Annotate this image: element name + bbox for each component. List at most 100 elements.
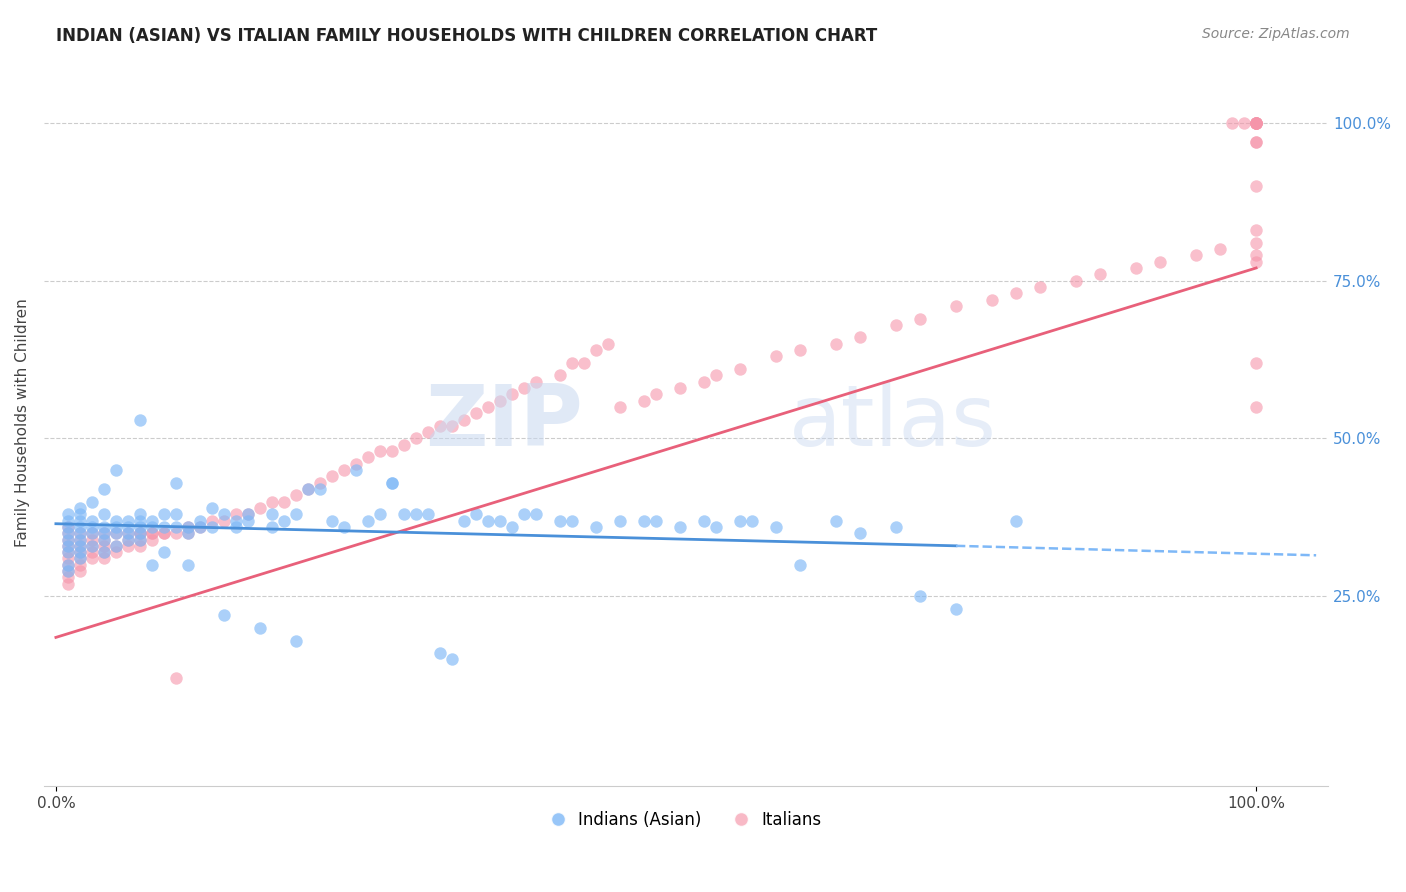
Point	[104, 545, 127, 559]
Point	[561, 514, 583, 528]
Point	[477, 400, 499, 414]
Point	[501, 520, 523, 534]
Point	[368, 444, 391, 458]
Point	[741, 514, 763, 528]
Point	[69, 526, 91, 541]
Point	[129, 508, 152, 522]
Point	[69, 558, 91, 572]
Point	[669, 381, 692, 395]
Point	[104, 539, 127, 553]
Point	[165, 526, 187, 541]
Point	[1244, 116, 1267, 130]
Point	[321, 469, 343, 483]
Point	[357, 514, 380, 528]
Point	[80, 533, 103, 547]
Point	[1088, 268, 1111, 282]
Point	[884, 318, 907, 332]
Point	[405, 432, 427, 446]
Point	[56, 508, 79, 522]
Point	[153, 526, 176, 541]
Point	[344, 463, 367, 477]
Point	[69, 508, 91, 522]
Point	[177, 520, 200, 534]
Point	[56, 558, 79, 572]
Point	[80, 520, 103, 534]
Point	[225, 520, 247, 534]
Text: atlas: atlas	[789, 381, 997, 464]
Point	[825, 514, 848, 528]
Point	[56, 539, 79, 553]
Point	[1244, 254, 1267, 268]
Point	[693, 375, 716, 389]
Point	[212, 608, 235, 623]
Point	[165, 475, 187, 490]
Point	[56, 545, 79, 559]
Point	[548, 368, 571, 383]
Point	[704, 520, 727, 534]
Point	[440, 652, 463, 666]
Point	[1244, 223, 1267, 237]
Point	[141, 520, 163, 534]
Point	[69, 533, 91, 547]
Point	[440, 418, 463, 433]
Point	[1005, 286, 1028, 301]
Point	[1149, 254, 1171, 268]
Y-axis label: Family Households with Children: Family Households with Children	[15, 298, 30, 547]
Point	[56, 533, 79, 547]
Point	[273, 514, 295, 528]
Point	[80, 545, 103, 559]
Point	[129, 520, 152, 534]
Point	[908, 311, 931, 326]
Point	[585, 520, 607, 534]
Point	[908, 590, 931, 604]
Point	[141, 526, 163, 541]
Point	[1244, 248, 1267, 262]
Point	[212, 508, 235, 522]
Point	[765, 350, 787, 364]
Point	[129, 533, 152, 547]
Point	[93, 508, 115, 522]
Point	[524, 508, 547, 522]
Point	[93, 533, 115, 547]
Point	[1029, 280, 1052, 294]
Point	[284, 488, 307, 502]
Point	[117, 533, 139, 547]
Point	[572, 356, 595, 370]
Point	[129, 533, 152, 547]
Point	[1244, 356, 1267, 370]
Point	[201, 520, 224, 534]
Point	[849, 526, 872, 541]
Point	[368, 508, 391, 522]
Point	[177, 520, 200, 534]
Point	[884, 520, 907, 534]
Point	[489, 393, 512, 408]
Point	[56, 545, 79, 559]
Point	[249, 621, 271, 635]
Point	[609, 400, 631, 414]
Point	[381, 444, 404, 458]
Point	[104, 526, 127, 541]
Point	[1244, 116, 1267, 130]
Point	[633, 514, 655, 528]
Point	[165, 672, 187, 686]
Point	[153, 526, 176, 541]
Point	[825, 336, 848, 351]
Point	[177, 558, 200, 572]
Point	[381, 475, 404, 490]
Point	[69, 514, 91, 528]
Point	[1220, 116, 1243, 130]
Point	[188, 520, 211, 534]
Point	[453, 412, 475, 426]
Point	[344, 457, 367, 471]
Point	[80, 539, 103, 553]
Point	[321, 514, 343, 528]
Point	[693, 514, 716, 528]
Point	[80, 551, 103, 566]
Text: Source: ZipAtlas.com: Source: ZipAtlas.com	[1202, 27, 1350, 41]
Point	[765, 520, 787, 534]
Point	[333, 520, 356, 534]
Point	[260, 508, 283, 522]
Point	[93, 520, 115, 534]
Point	[80, 494, 103, 508]
Point	[392, 438, 415, 452]
